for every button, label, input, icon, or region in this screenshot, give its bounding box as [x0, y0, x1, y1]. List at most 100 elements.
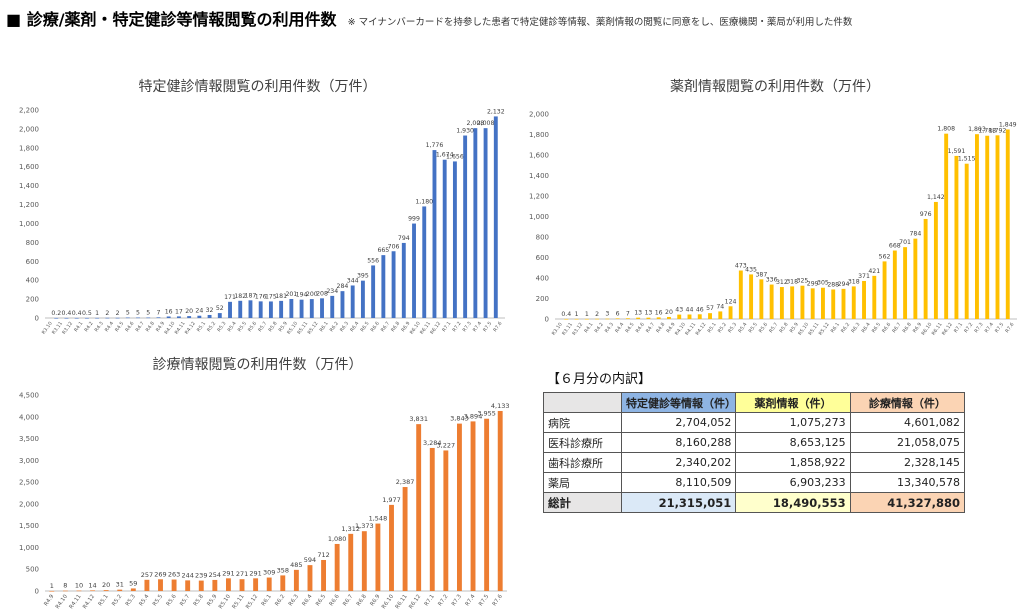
shinryo-xtick-label: R7.2 [437, 594, 449, 608]
tokutei-xtick-label: R6.12 [429, 321, 442, 336]
cell-yakuzai: 8,653,125 [735, 432, 851, 453]
shinryo-ytick-label: 4,500 [19, 392, 39, 400]
shinryo-bar [361, 531, 367, 591]
tokutei-data-label: 1 [95, 310, 99, 317]
tokutei-bar [95, 317, 100, 319]
yakuzai-bar [779, 287, 784, 319]
shinryo-xtick-label: R6.7 [342, 593, 354, 607]
shinryo-data-label: 594 [304, 556, 316, 564]
cell-shinryo: 21,058,075 [849, 432, 966, 453]
shinryo-bar [443, 450, 449, 591]
tokutei-ytick-label: 200 [26, 296, 39, 304]
yakuzai-data-label: 57 [706, 305, 714, 312]
yakuzai-xtick-label: R5.6 [758, 322, 769, 334]
table-row: 歯科診療所 2,340,202 1,858,922 2,328,145 [543, 452, 966, 473]
table-row: 医科診療所 8,160,288 8,653,125 21,058,075 [543, 432, 966, 453]
yakuzai-bar [605, 318, 610, 320]
yakuzai-data-label: 1,803 [968, 126, 986, 133]
tokutei-bar [320, 298, 324, 318]
yakuzai-data-label: 668 [889, 243, 901, 250]
shinryo-ytick-label: 1,000 [19, 544, 39, 552]
tokutei-bar [146, 317, 151, 319]
yakuzai-bar [584, 318, 589, 320]
tokutei-xtick-label: R5.7 [257, 321, 268, 333]
tokutei-xtick-label: R5.3 [216, 321, 227, 333]
yakuzai-data-label: 1,788 [978, 128, 996, 135]
tokutei-bar [187, 316, 192, 318]
yakuzai-ytick-label: 0 [545, 316, 549, 324]
tokutei-xtick-label: R6.1 [319, 321, 330, 333]
yakuzai-bar [995, 135, 1000, 319]
tokutei-xtick-label: R4.6 [124, 321, 135, 333]
yakuzai-xtick-label: R5.2 [717, 322, 728, 334]
tokutei-bar [166, 316, 171, 318]
shinryo-xtick-label: R6.10 [381, 593, 395, 610]
yakuzai-data-label: 371 [858, 273, 870, 280]
tokutei-chart-title: 特定健診情報閲覧の利用件数（万件） [138, 79, 377, 95]
shinryo-bar [158, 579, 163, 591]
shinryo-bar [253, 578, 259, 591]
yakuzai-data-label: 124 [725, 298, 737, 305]
breakdown-header-yakuzai: 薬剤情報（件） [735, 392, 851, 413]
yakuzai-xtick-label: R6.8 [902, 322, 913, 334]
tokutei-bar [330, 295, 335, 318]
shinryo-data-label: 20 [102, 581, 110, 589]
yakuzai-xtick-label: R5.8 [778, 322, 789, 334]
shinryo-bar [144, 579, 150, 591]
yakuzai-xtick-label: R6.5 [871, 322, 882, 334]
yakuzai-data-label: 976 [920, 211, 932, 218]
shinryo-data-label: 358 [277, 566, 289, 574]
tokutei-data-label: 20 [185, 308, 193, 315]
yakuzai-bar [656, 317, 661, 319]
tokutei-bar [350, 285, 355, 318]
yakuzai-data-label: 288 [827, 281, 839, 288]
yakuzai-data-label: 294 [838, 281, 850, 288]
tokutei-data-label: 2,008 [466, 120, 484, 127]
tokutei-xtick-label: R6.8 [390, 321, 401, 333]
page-note: ※ マイナンバーカードを持参した患者で特定健診等情報、薬剤情報の閲覧に同意をし、… [347, 17, 853, 28]
cell-yakuzai: 1,858,922 [735, 452, 851, 473]
tokutei-xtick-label: R7.4 [472, 321, 483, 333]
tokutei-bar [473, 128, 478, 318]
shinryo-xtick-label: R7.1 [424, 594, 436, 608]
yakuzai-data-label: 336 [766, 277, 778, 284]
yakuzai-xtick-label: R6.9 [912, 322, 923, 334]
shinryo-data-label: 2,387 [396, 478, 415, 486]
yakuzai-ytick-label: 800 [536, 234, 549, 242]
tokutei-xtick-label: R4.12 [184, 321, 197, 336]
shinryo-xtick-label: R5.8 [193, 593, 205, 607]
tokutei-chart: 特定健診情報閲覧の利用件数（万件） 0 200 400 600 800 1,000 1,20… [5, 76, 510, 342]
cell-yakuzai: 1,075,273 [735, 412, 851, 433]
tokutei-data-label: 556 [367, 257, 379, 264]
shinryo-xtick-label: R5.10 [218, 593, 232, 610]
tokutei-data-label: 2 [116, 310, 120, 317]
shinryo-data-label: 309 [263, 569, 275, 577]
shinryo-xtick-label: R7.6 [492, 593, 504, 607]
yakuzai-bar [954, 155, 959, 319]
tokutei-bar [156, 317, 161, 318]
cell-yakuzai: 6,903,233 [735, 472, 851, 493]
tokutei-data-label: 665 [377, 247, 389, 254]
yakuzai-data-label: 318 [786, 278, 798, 285]
shinryo-bar [130, 588, 136, 591]
shinryo-xtick-label: R6.4 [301, 593, 313, 607]
shinryo-bar [76, 590, 82, 592]
tokutei-bar [125, 317, 130, 319]
shinryo-data-label: 239 [195, 572, 207, 580]
tokutei-ytick-label: 600 [26, 258, 39, 266]
breakdown-header-tokutei: 特定健診等情報（件） [620, 392, 737, 413]
shinryo-bar [497, 410, 503, 591]
shinryo-bar [334, 543, 340, 591]
shinryo-bar [470, 421, 476, 591]
tokutei-bar [268, 301, 273, 318]
tokutei-ytick-label: 800 [26, 239, 39, 247]
shinryo-bar [280, 575, 286, 591]
yakuzai-xtick-label: R4.1 [583, 322, 594, 334]
shinryo-data-label: 263 [168, 571, 180, 579]
yakuzai-bar [564, 318, 569, 320]
yakuzai-xtick-label: R5.7 [768, 322, 779, 334]
shinryo-bar [212, 579, 218, 591]
tokutei-bar [391, 251, 396, 318]
shinryo-data-label: 485 [290, 561, 302, 569]
yakuzai-bar [708, 313, 712, 319]
